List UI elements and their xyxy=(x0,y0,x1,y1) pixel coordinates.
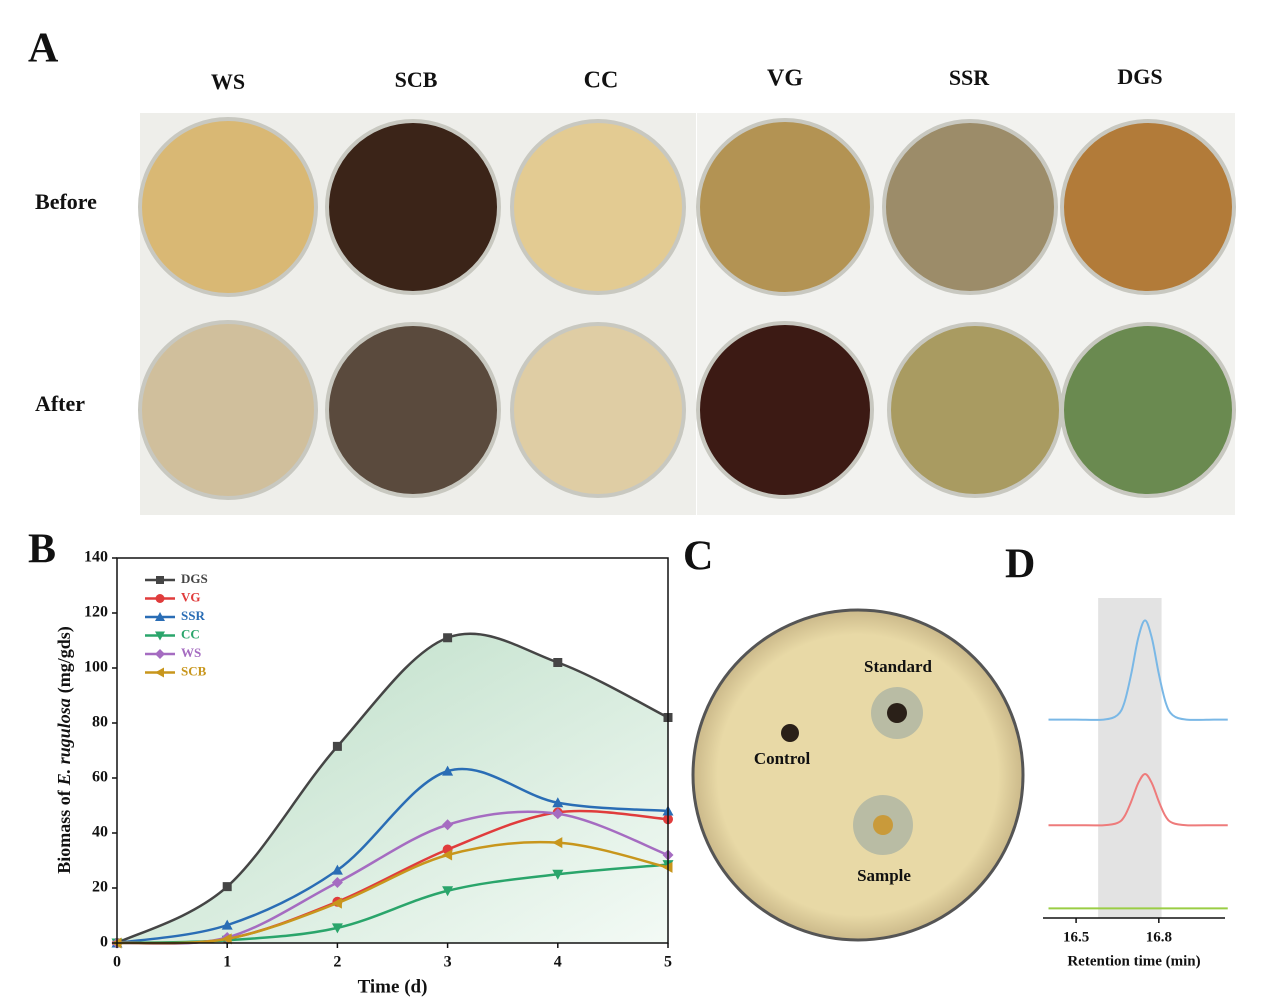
x-tick-label: 16.5 xyxy=(1063,929,1089,945)
panel-label: B xyxy=(28,527,56,573)
legend-marker xyxy=(156,576,164,584)
column-label: VG xyxy=(767,66,803,92)
y-tick-label: 0 xyxy=(100,934,108,951)
legend-marker xyxy=(155,667,164,678)
y-tick-label: 20 xyxy=(92,879,108,896)
y-tick-label: 140 xyxy=(84,549,108,566)
y-label-part: Biomass of xyxy=(54,789,74,874)
highlight-band xyxy=(1098,598,1162,918)
marker xyxy=(443,633,453,643)
static-text: A B C D WS SCB CC VG SSR DGS Before Afte… xyxy=(28,26,1163,885)
column-label: DGS xyxy=(1117,64,1162,89)
x-tick-label: 1 xyxy=(223,954,231,971)
x-axis-label: Time (d) xyxy=(358,976,428,997)
well xyxy=(873,815,893,835)
marker xyxy=(331,864,343,875)
marker xyxy=(442,849,453,861)
column-label: CC xyxy=(584,68,619,94)
dish xyxy=(325,322,501,498)
panel-label: A xyxy=(28,26,59,72)
marker xyxy=(332,741,342,751)
legend-label: VG xyxy=(181,589,201,604)
panel-label: C xyxy=(683,534,713,580)
column-label: WS xyxy=(211,69,245,94)
marker xyxy=(553,658,563,667)
dish xyxy=(1060,119,1236,295)
plot-frame xyxy=(116,557,669,944)
dish xyxy=(696,321,874,499)
x-tick-label: 4 xyxy=(554,954,562,971)
marker xyxy=(552,808,564,820)
x-tick-label: 5 xyxy=(664,954,672,971)
y-tick-label: 100 xyxy=(84,659,108,676)
y-tick-label: 40 xyxy=(92,824,108,841)
row-label: Before xyxy=(35,189,97,214)
x-tick-label: 0 xyxy=(113,954,121,971)
dish xyxy=(138,117,318,297)
marker xyxy=(552,797,564,808)
well-label: Standard xyxy=(864,657,933,676)
y-tick-label: 60 xyxy=(92,769,108,786)
marker xyxy=(442,765,454,776)
x-axis-label: Retention time (min) xyxy=(1067,953,1200,969)
x-tick-label: 3 xyxy=(444,954,452,971)
legend-label: SCB xyxy=(181,663,207,678)
petri-dish xyxy=(691,608,1025,942)
y-tick-label: 120 xyxy=(84,604,108,621)
marker xyxy=(222,882,232,892)
dish xyxy=(1060,322,1236,498)
marker xyxy=(331,923,343,934)
legend-label: CC xyxy=(181,626,200,641)
y-tick-label: 80 xyxy=(92,714,108,731)
legend-label: SSR xyxy=(181,608,205,623)
marker xyxy=(552,837,563,849)
x-tick-label: 16.8 xyxy=(1146,929,1172,945)
well-label: Control xyxy=(754,749,811,768)
y-axis-label: Biomass of E. rugulosa (mg/gds) xyxy=(54,626,75,874)
marker xyxy=(442,886,454,897)
marker xyxy=(331,897,342,909)
area xyxy=(117,633,668,943)
dish xyxy=(510,119,686,295)
dish xyxy=(510,322,686,498)
column-label: SSR xyxy=(949,65,990,90)
marker xyxy=(221,933,232,945)
row-label: After xyxy=(35,391,85,416)
well xyxy=(781,724,799,742)
legend-label: WS xyxy=(181,645,201,660)
line xyxy=(1048,772,1228,827)
y-label-part: (mg/gds) xyxy=(54,626,75,693)
dish xyxy=(696,118,874,296)
legend-marker xyxy=(155,649,165,659)
legend-label: DGS xyxy=(181,571,208,586)
marker xyxy=(552,869,564,880)
y-label-part: E. rugulosa xyxy=(54,698,74,786)
dish xyxy=(138,320,318,500)
dish xyxy=(887,322,1063,498)
line xyxy=(116,632,669,945)
well-label: Sample xyxy=(857,866,911,885)
line xyxy=(116,767,669,945)
panel-label: D xyxy=(1005,542,1035,588)
line xyxy=(116,840,669,945)
panel-c-plate xyxy=(691,608,1025,942)
marker xyxy=(221,919,233,930)
well xyxy=(887,703,907,723)
legend-marker xyxy=(155,631,165,641)
column-label: SCB xyxy=(395,67,438,92)
dish xyxy=(325,119,501,295)
legend-marker xyxy=(155,594,165,603)
legend-marker xyxy=(155,612,165,621)
dish xyxy=(882,119,1058,295)
marker xyxy=(442,819,454,831)
panel-a-photos xyxy=(138,113,1236,515)
line xyxy=(1048,619,1228,721)
marker xyxy=(331,877,343,888)
x-tick-label: 2 xyxy=(333,954,341,971)
